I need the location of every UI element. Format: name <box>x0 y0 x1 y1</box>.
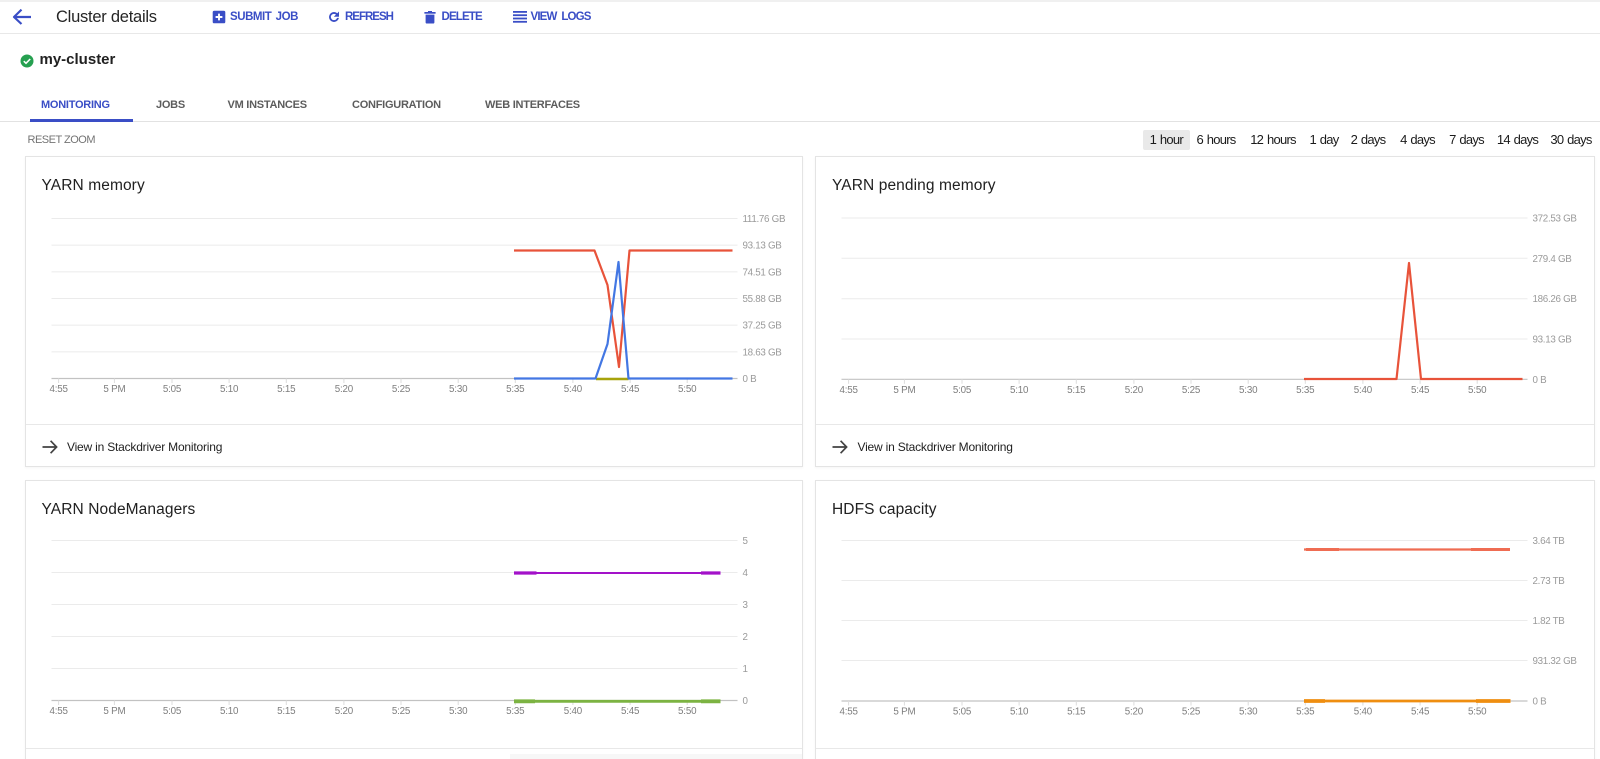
svg-text:931.32 GB: 931.32 GB <box>1533 656 1578 667</box>
svg-text:5:35: 5:35 <box>506 384 525 395</box>
svg-text:5:30: 5:30 <box>1239 707 1258 718</box>
svg-text:5:20: 5:20 <box>334 384 353 395</box>
svg-text:5:50: 5:50 <box>678 384 697 395</box>
svg-text:5:20: 5:20 <box>1125 707 1144 718</box>
svg-text:5:10: 5:10 <box>219 706 238 717</box>
svg-text:5 PM: 5 PM <box>103 706 125 717</box>
svg-text:5:15: 5:15 <box>277 706 296 717</box>
svg-text:4:55: 4:55 <box>49 384 68 395</box>
svg-text:5:30: 5:30 <box>449 384 468 395</box>
svg-text:74.51 GB: 74.51 GB <box>742 267 782 278</box>
svg-text:5:45: 5:45 <box>1411 385 1430 396</box>
svg-text:5:30: 5:30 <box>449 706 468 717</box>
svg-text:0: 0 <box>742 696 748 707</box>
svg-text:0 B: 0 B <box>1533 697 1548 708</box>
svg-text:4: 4 <box>742 568 748 579</box>
svg-text:5:25: 5:25 <box>391 384 410 395</box>
svg-text:18.63 GB: 18.63 GB <box>742 347 782 358</box>
svg-text:5:15: 5:15 <box>1067 707 1086 718</box>
svg-text:111.76 GB: 111.76 GB <box>742 214 785 225</box>
svg-text:5:25: 5:25 <box>1182 707 1201 718</box>
svg-text:4:55: 4:55 <box>839 385 858 396</box>
svg-text:5:40: 5:40 <box>1354 385 1373 396</box>
svg-text:5 PM: 5 PM <box>103 384 125 395</box>
svg-text:5:05: 5:05 <box>162 384 181 395</box>
svg-text:5: 5 <box>742 536 748 547</box>
svg-text:2: 2 <box>742 632 747 643</box>
svg-text:2.73 TB: 2.73 TB <box>1533 576 1566 587</box>
svg-text:5:20: 5:20 <box>1125 385 1144 396</box>
svg-text:1.82 TB: 1.82 TB <box>1533 616 1566 627</box>
svg-text:5:40: 5:40 <box>563 384 582 395</box>
svg-text:5:50: 5:50 <box>678 706 697 717</box>
svg-text:279.4 GB: 279.4 GB <box>1533 254 1573 265</box>
svg-text:1: 1 <box>742 664 747 675</box>
svg-text:5:10: 5:10 <box>219 384 238 395</box>
svg-text:372.53 GB: 372.53 GB <box>1533 214 1578 225</box>
svg-text:5:45: 5:45 <box>1411 707 1430 718</box>
svg-text:37.25 GB: 37.25 GB <box>742 321 782 332</box>
svg-text:5:45: 5:45 <box>620 706 639 717</box>
svg-text:5:25: 5:25 <box>1182 385 1201 396</box>
svg-text:5:35: 5:35 <box>1296 707 1315 718</box>
svg-text:93.13 GB: 93.13 GB <box>742 241 782 252</box>
svg-text:5 PM: 5 PM <box>893 385 915 396</box>
svg-text:0 B: 0 B <box>1533 375 1548 386</box>
svg-text:55.88 GB: 55.88 GB <box>742 294 782 305</box>
svg-text:5:10: 5:10 <box>1010 385 1029 396</box>
svg-text:5:35: 5:35 <box>1296 385 1315 396</box>
svg-text:3: 3 <box>742 600 748 611</box>
svg-text:93.13 GB: 93.13 GB <box>1533 335 1573 346</box>
svg-text:5:25: 5:25 <box>391 706 410 717</box>
svg-text:5:45: 5:45 <box>620 384 639 395</box>
svg-text:5:35: 5:35 <box>506 706 525 717</box>
svg-text:5:05: 5:05 <box>953 707 972 718</box>
svg-text:0 B: 0 B <box>742 374 757 385</box>
svg-text:5 PM: 5 PM <box>893 707 915 718</box>
svg-text:5:15: 5:15 <box>277 384 296 395</box>
svg-text:5:40: 5:40 <box>1354 707 1373 718</box>
svg-text:5:40: 5:40 <box>563 706 582 717</box>
svg-text:5:50: 5:50 <box>1468 707 1487 718</box>
svg-text:4:55: 4:55 <box>49 706 68 717</box>
svg-text:5:10: 5:10 <box>1010 707 1029 718</box>
svg-text:4:55: 4:55 <box>839 707 858 718</box>
svg-text:5:15: 5:15 <box>1067 385 1086 396</box>
svg-text:5:05: 5:05 <box>953 385 972 396</box>
svg-text:3.64 TB: 3.64 TB <box>1533 536 1566 547</box>
svg-text:5:30: 5:30 <box>1239 385 1258 396</box>
svg-text:5:50: 5:50 <box>1468 385 1487 396</box>
svg-text:5:20: 5:20 <box>334 706 353 717</box>
svg-text:186.26 GB: 186.26 GB <box>1533 294 1578 305</box>
svg-text:5:05: 5:05 <box>162 706 181 717</box>
